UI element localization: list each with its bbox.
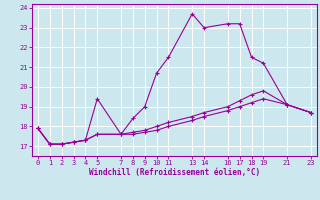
X-axis label: Windchill (Refroidissement éolien,°C): Windchill (Refroidissement éolien,°C) [89,168,260,177]
